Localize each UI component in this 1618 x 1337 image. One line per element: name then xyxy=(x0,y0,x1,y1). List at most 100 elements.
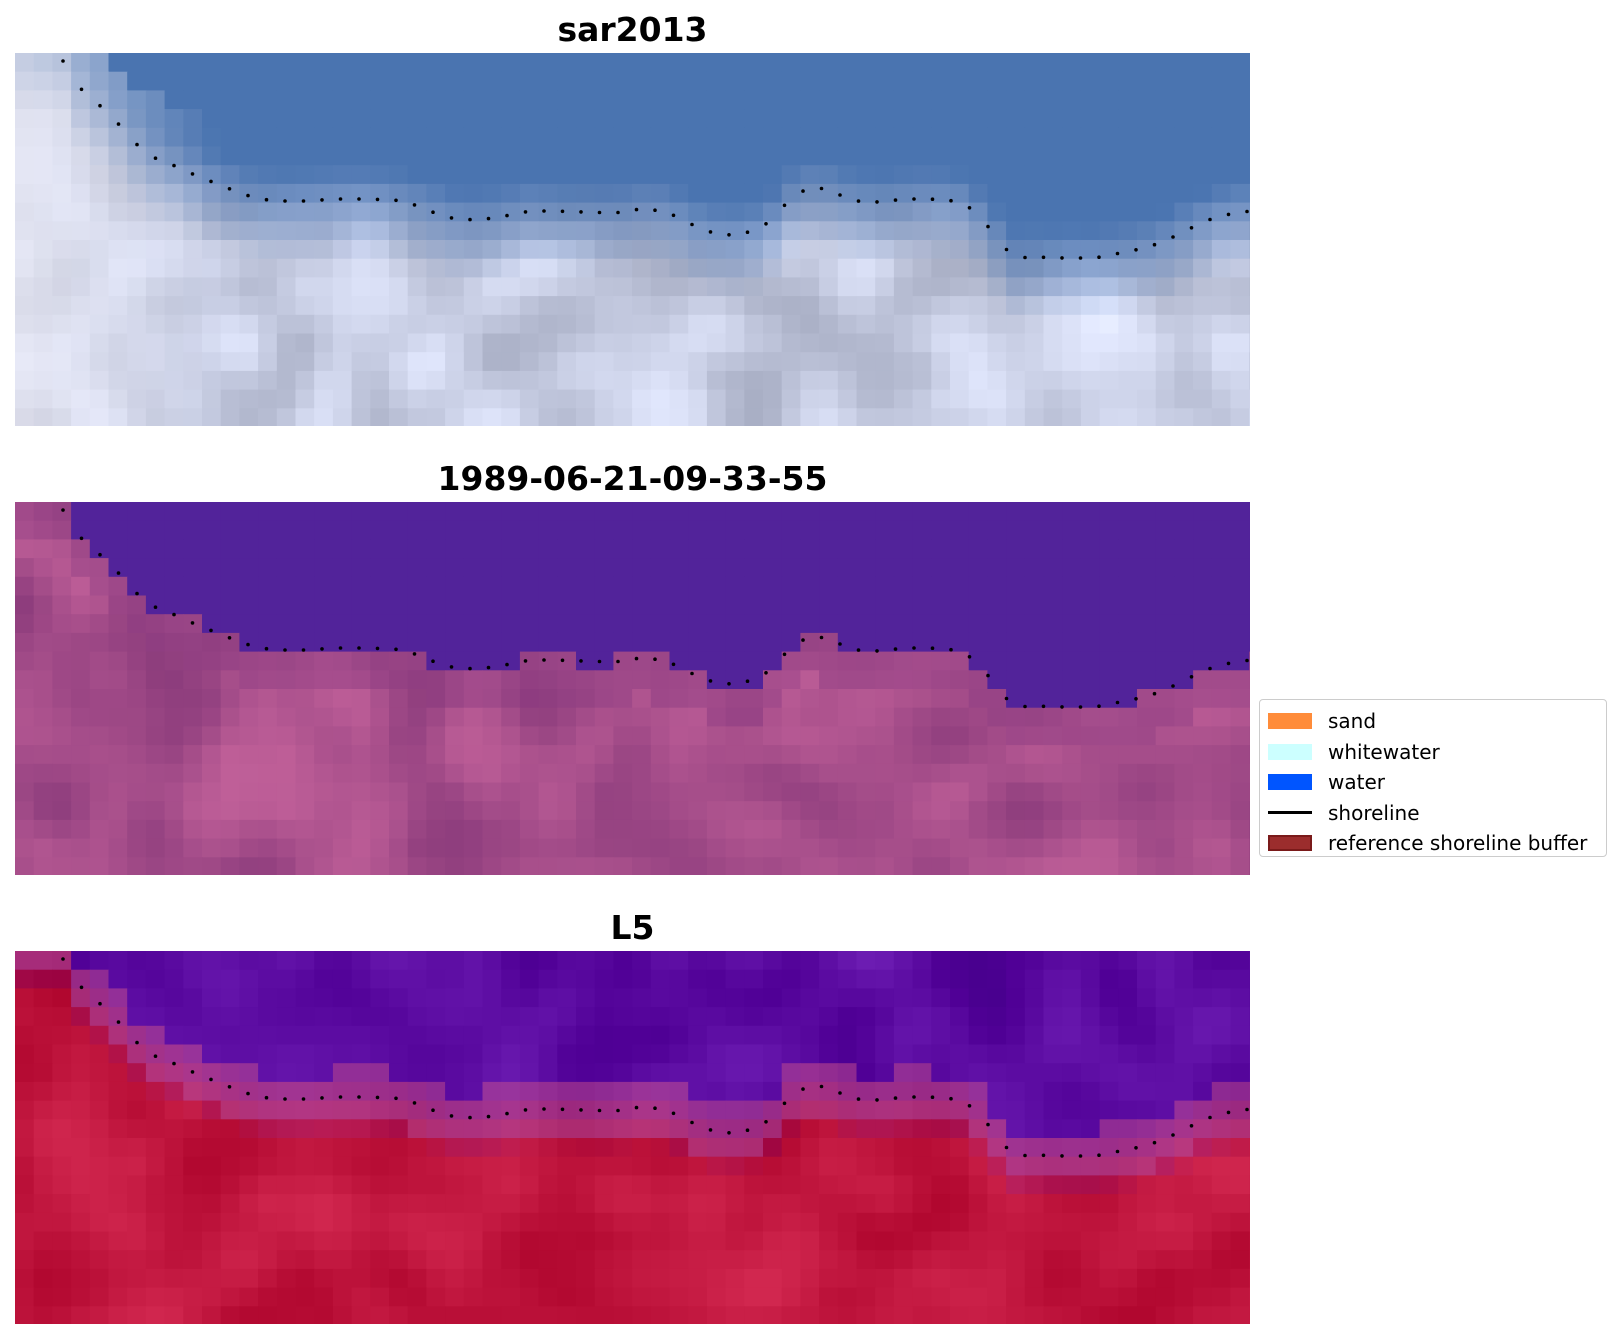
raster-pixel xyxy=(89,71,110,91)
raster-pixel xyxy=(463,333,484,353)
raster-pixel xyxy=(1024,127,1045,148)
raster-pixel xyxy=(987,651,1007,671)
raster-pixel xyxy=(52,1250,72,1270)
raster-pixel xyxy=(108,520,128,540)
raster-pixel xyxy=(52,296,72,316)
raster-pixel xyxy=(445,352,465,372)
raster-pixel xyxy=(351,90,371,110)
raster-pixel xyxy=(220,539,240,559)
raster-pixel xyxy=(164,576,184,597)
raster-pixel xyxy=(1024,502,1045,522)
raster-pixel xyxy=(258,951,278,971)
raster-pixel xyxy=(463,1231,484,1251)
raster-pixel xyxy=(463,146,484,166)
raster-pixel xyxy=(220,165,240,185)
raster-pixel xyxy=(931,707,951,727)
raster-pixel xyxy=(950,183,970,204)
raster-pixel xyxy=(1230,127,1250,148)
raster-pixel xyxy=(1118,109,1138,129)
panel-1-shoreline xyxy=(61,59,1249,260)
raster-pixel xyxy=(1137,1194,1157,1214)
raster-pixel xyxy=(183,539,203,559)
shoreline-point xyxy=(930,646,935,650)
raster-pixel xyxy=(89,1268,110,1289)
raster-pixel xyxy=(632,240,652,260)
raster-pixel xyxy=(1155,1250,1175,1270)
raster-pixel xyxy=(968,71,988,91)
raster-pixel xyxy=(893,90,914,110)
raster-pixel xyxy=(613,819,633,840)
raster-pixel xyxy=(1099,838,1119,858)
raster-pixel xyxy=(856,707,876,727)
raster-pixel xyxy=(968,951,988,971)
raster-pixel xyxy=(1193,1287,1213,1307)
raster-pixel xyxy=(557,109,577,129)
raster-pixel xyxy=(407,969,427,989)
raster-pixel xyxy=(1230,1007,1250,1027)
raster-pixel xyxy=(1230,502,1250,522)
raster-pixel xyxy=(482,389,502,409)
raster-pixel xyxy=(351,558,371,578)
raster-pixel xyxy=(725,165,745,185)
raster-pixel xyxy=(52,277,72,297)
raster-pixel xyxy=(800,127,820,148)
raster-pixel xyxy=(706,763,727,784)
raster-pixel xyxy=(389,595,409,615)
raster-pixel xyxy=(613,408,633,426)
raster-pixel xyxy=(837,1250,858,1270)
raster-pixel xyxy=(1193,1212,1213,1233)
raster-pixel xyxy=(744,1250,764,1270)
raster-pixel xyxy=(856,202,876,222)
raster-pixel xyxy=(183,71,203,91)
raster-pixel xyxy=(1118,726,1138,746)
raster-pixel xyxy=(725,1306,745,1324)
raster-pixel xyxy=(220,1194,240,1214)
raster-pixel xyxy=(127,1268,147,1289)
raster-pixel xyxy=(931,539,951,559)
raster-pixel xyxy=(426,1250,446,1270)
raster-pixel xyxy=(875,576,895,597)
raster-pixel xyxy=(164,651,184,671)
raster-pixel xyxy=(819,988,839,1008)
raster-pixel xyxy=(1043,1007,1063,1027)
raster-pixel xyxy=(164,614,184,634)
raster-pixel xyxy=(837,707,858,727)
raster-pixel xyxy=(258,1081,278,1102)
raster-pixel xyxy=(576,576,596,597)
raster-pixel xyxy=(426,333,446,353)
raster-pixel xyxy=(1099,1100,1119,1120)
shoreline-point xyxy=(357,197,361,201)
raster-pixel xyxy=(1062,1138,1082,1158)
raster-pixel xyxy=(912,838,932,858)
raster-pixel xyxy=(1043,539,1063,559)
raster-pixel xyxy=(145,576,166,597)
raster-pixel xyxy=(183,183,203,204)
raster-pixel xyxy=(968,707,988,727)
raster-pixel xyxy=(650,651,671,671)
raster-pixel xyxy=(912,127,932,148)
raster-pixel xyxy=(781,1100,801,1120)
raster-pixel xyxy=(1230,1025,1250,1046)
raster-pixel xyxy=(127,1007,147,1027)
raster-pixel xyxy=(1137,258,1157,278)
raster-pixel xyxy=(145,333,166,353)
raster-pixel xyxy=(332,277,353,297)
shoreline-point xyxy=(579,1108,583,1112)
raster-pixel xyxy=(332,165,353,185)
raster-pixel xyxy=(1193,71,1213,91)
raster-pixel xyxy=(239,502,259,522)
raster-pixel xyxy=(1006,352,1026,372)
raster-pixel xyxy=(1080,333,1101,353)
raster-pixel xyxy=(1006,763,1026,784)
raster-pixel xyxy=(819,127,839,148)
raster-pixel xyxy=(819,819,839,840)
raster-pixel xyxy=(1024,258,1045,278)
raster-pixel xyxy=(987,614,1007,634)
raster-pixel xyxy=(258,183,278,204)
raster-pixel xyxy=(1062,801,1082,821)
raster-pixel xyxy=(183,1156,203,1176)
shoreline-point xyxy=(616,1108,620,1113)
raster-pixel xyxy=(669,576,689,597)
raster-pixel xyxy=(650,352,671,372)
raster-pixel xyxy=(1155,53,1175,73)
